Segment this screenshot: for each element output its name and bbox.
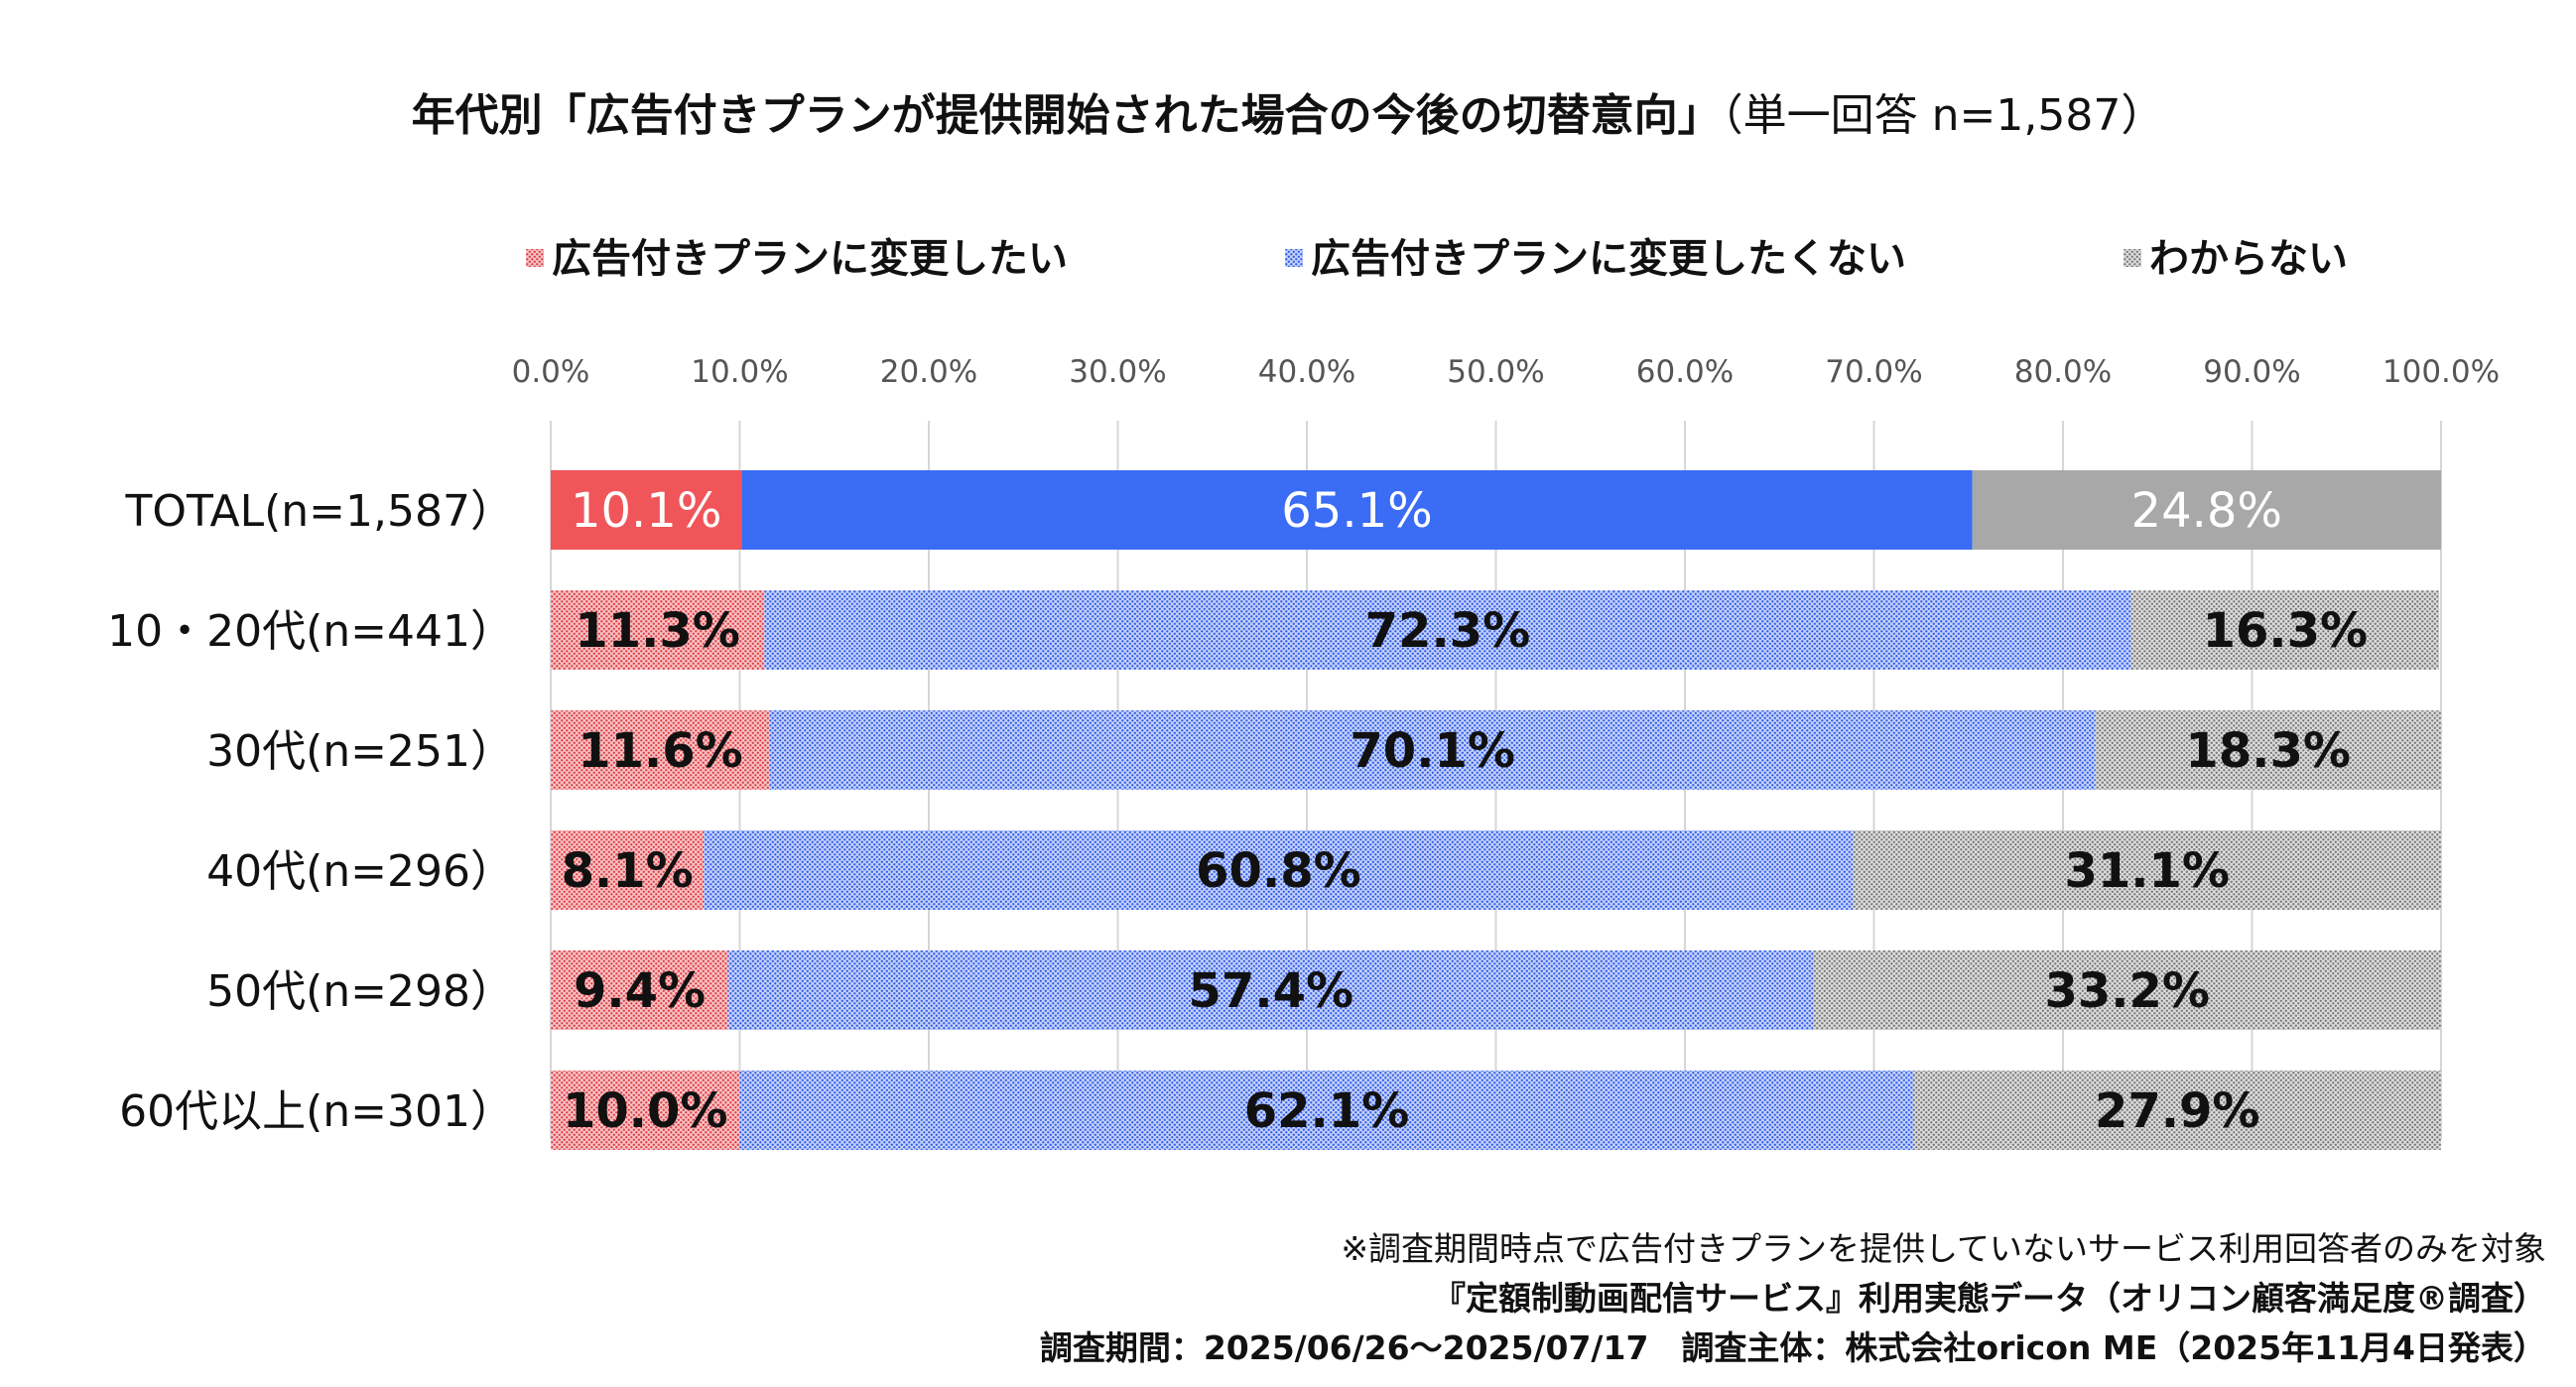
legend-swatch xyxy=(2124,249,2141,267)
data-labels: 10.1% 65.1% 24.8% 11.3% 72.3% 16.3% 11.6% 70.1%… xyxy=(562,483,2369,1139)
legend-swatch xyxy=(1285,249,1303,267)
legend-label: 広告付きプランに変更したい xyxy=(552,236,1068,282)
category-label: 30代(n=251） xyxy=(206,726,514,777)
bar-segment xyxy=(739,1071,1914,1150)
data-label: 11.3% xyxy=(575,603,740,659)
stacked-bar-chart: 0.0% 10.0% 20.0% 30.0% 40.0% 50.0% 60.0% 70.0% 8… xyxy=(107,236,2500,1150)
x-tick-label: 20.0% xyxy=(880,354,977,390)
data-label: 10.0% xyxy=(563,1083,728,1139)
x-tick-label: 80.0% xyxy=(2014,354,2112,390)
data-label: 57.4% xyxy=(1189,963,1354,1019)
bar-segment xyxy=(769,710,2096,790)
x-tick-label: 0.0% xyxy=(512,354,590,390)
x-tick-label: 90.0% xyxy=(2203,354,2300,390)
x-tick-label: 30.0% xyxy=(1069,354,1166,390)
category-label: 10・20代(n=441） xyxy=(107,606,514,657)
bar-segment xyxy=(551,590,765,670)
bar-segment xyxy=(551,950,729,1030)
bar-segment xyxy=(551,710,770,790)
category-label: TOTAL(n=1,587） xyxy=(125,486,514,537)
x-tick-label: 70.0% xyxy=(1825,354,1922,390)
x-tick-label: 10.0% xyxy=(691,354,788,390)
bar-segment xyxy=(1813,950,2441,1030)
data-label: 10.1% xyxy=(571,483,721,539)
data-label: 65.1% xyxy=(1281,483,1432,539)
bar-segment xyxy=(704,830,1854,910)
data-label: 11.6% xyxy=(578,723,743,779)
bar-segment xyxy=(551,1071,740,1150)
data-label: 62.1% xyxy=(1244,1083,1410,1139)
bar-segment xyxy=(741,470,1973,550)
data-label: 60.8% xyxy=(1196,843,1361,899)
bar-segment xyxy=(551,830,705,910)
data-label: 16.3% xyxy=(2203,603,2369,659)
x-tick-label: 100.0% xyxy=(2383,354,2500,390)
category-label: 40代(n=296） xyxy=(206,846,514,897)
chart-title-main: 年代別「広告付きプランが提供開始された場合の今後の切替意向」 xyxy=(411,90,1722,141)
chart-title-sub: （単一回答 n=1,587） xyxy=(1721,90,2165,141)
category-labels: TOTAL(n=1,587） 10・20代(n=441） 30代(n=251） 40代… xyxy=(107,486,514,1137)
category-label: 50代(n=298） xyxy=(206,966,514,1017)
category-label: 60代以上(n=301） xyxy=(119,1086,514,1137)
bar-segment xyxy=(1913,1071,2441,1150)
bar-segment xyxy=(728,950,1814,1030)
bar-segment xyxy=(764,590,2131,670)
legend-swatch xyxy=(526,249,544,267)
data-label: 24.8% xyxy=(2131,483,2282,539)
x-tick-label: 60.0% xyxy=(1636,354,1734,390)
bar-segment xyxy=(2095,710,2441,790)
bars xyxy=(551,470,2441,1150)
bar-segment xyxy=(1972,470,2441,550)
x-tick-label: 50.0% xyxy=(1447,354,1544,390)
data-label: 8.1% xyxy=(562,843,694,899)
footnote-source: 『定額制動画配信サービス』利用実態データ（オリコン顧客満足度®調査） xyxy=(1433,1279,2546,1318)
bar-segment xyxy=(551,470,742,550)
bar-segment xyxy=(2130,590,2440,670)
chart-title: 年代別「広告付きプランが提供開始された場合の今後の切替意向」（単一回答 n=1,… xyxy=(0,79,2576,143)
bar-segment xyxy=(1853,830,2441,910)
x-tick-label: 40.0% xyxy=(1258,354,1355,390)
data-label: 31.1% xyxy=(2065,843,2231,899)
data-label: 9.4% xyxy=(574,963,706,1019)
legend-label: 広告付きプランに変更したくない xyxy=(1311,236,1906,282)
data-label: 33.2% xyxy=(2045,963,2211,1019)
legend: 広告付きプランに変更したい 広告付きプランに変更したくない わからない xyxy=(526,236,2348,282)
legend-label: わからない xyxy=(2149,236,2348,282)
data-label: 27.9% xyxy=(2095,1083,2260,1139)
footnote-period: 調査期間：2025/06/26～2025/07/17 調査主体：株式会社oric… xyxy=(1039,1328,2546,1367)
data-label: 18.3% xyxy=(2185,723,2351,779)
data-label: 72.3% xyxy=(1365,603,1531,659)
footnote-note: ※調査期間時点で広告付きプランを提供していないサービス利用回答者のみを対象 xyxy=(1341,1229,2546,1268)
data-label: 70.1% xyxy=(1350,723,1515,779)
x-axis-ticks: 0.0% 10.0% 20.0% 30.0% 40.0% 50.0% 60.0% 70.0% 8… xyxy=(512,354,2500,390)
